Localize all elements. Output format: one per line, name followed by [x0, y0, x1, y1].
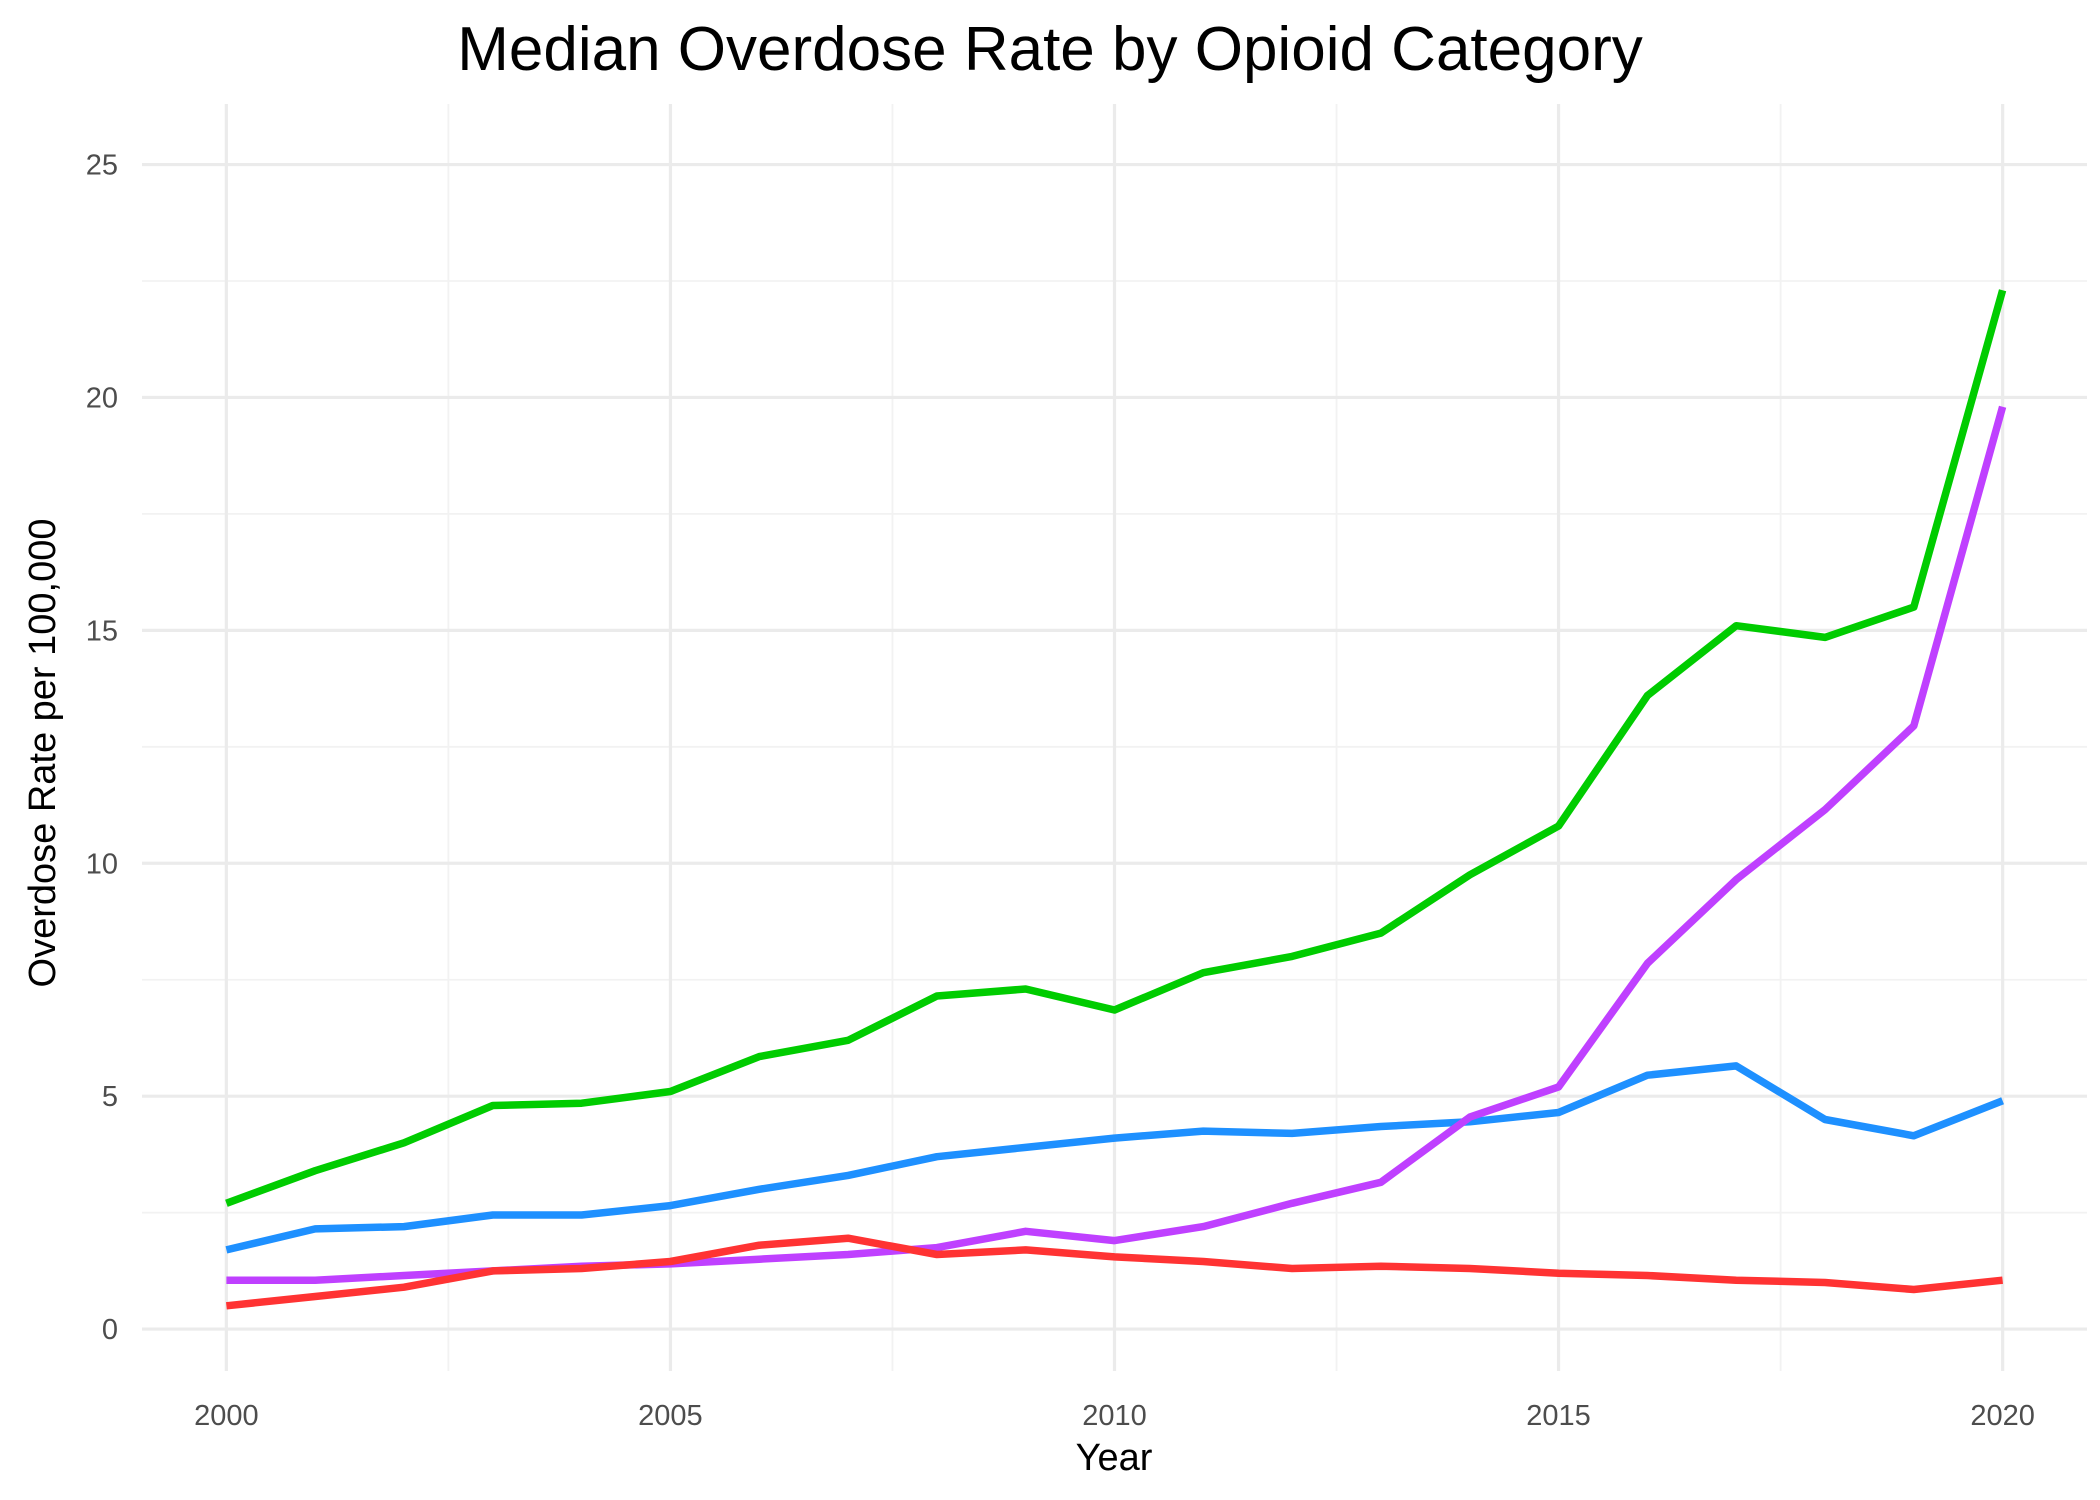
- x-tick-label: 2000: [194, 1400, 259, 1432]
- x-tick-label: 2005: [638, 1400, 703, 1432]
- x-axis-ticks: 2000 2005 2010 2015 2020: [194, 1400, 2035, 1432]
- y-tick-label: 15: [86, 615, 118, 647]
- series-line-1: [225, 289, 2007, 1207]
- y-tick-label: 5: [102, 1081, 118, 1113]
- y-tick-label: 20: [86, 382, 118, 414]
- y-axis-title: Overdose Rate per 100,000: [22, 519, 64, 988]
- chart-title: Median Overdose Rate by Opioid Category: [457, 15, 1643, 84]
- x-axis-title: Year: [1076, 1437, 1153, 1479]
- y-tick-label: 0: [102, 1314, 118, 1346]
- series-lines: [225, 289, 2007, 1310]
- y-tick-label: 25: [86, 150, 118, 182]
- x-tick-label: 2010: [1082, 1400, 1147, 1432]
- y-axis-ticks: 0 5 10 15 20 25: [86, 150, 118, 1347]
- grid: [142, 104, 2087, 1371]
- y-tick-label: 10: [86, 848, 118, 880]
- x-tick-label: 2015: [1526, 1400, 1591, 1432]
- series-line-4: [226, 1234, 2003, 1310]
- series-line-2: [225, 1062, 2004, 1254]
- x-tick-label: 2020: [1970, 1400, 2035, 1432]
